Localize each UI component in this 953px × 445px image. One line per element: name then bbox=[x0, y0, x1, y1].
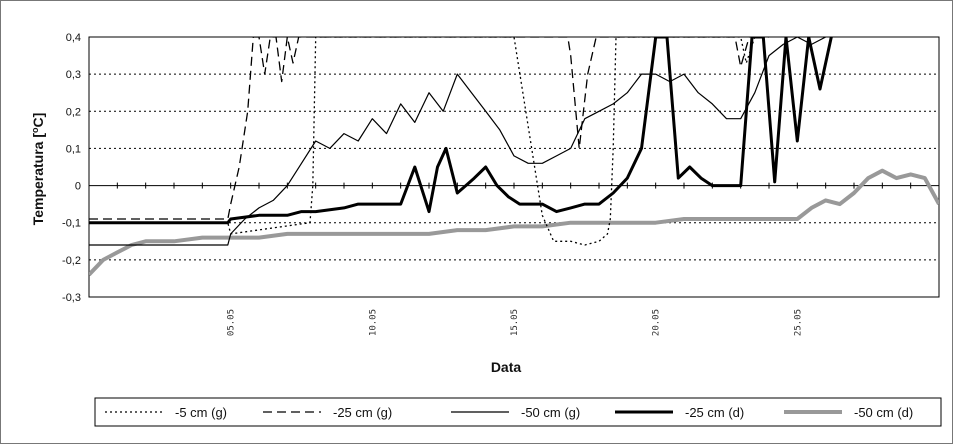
x-tick-label: 25.05 bbox=[793, 309, 803, 336]
y-tick-label: 0,1 bbox=[66, 143, 81, 155]
y-tick-label: 0,4 bbox=[66, 32, 81, 44]
series-line-25-cm-g bbox=[89, 37, 758, 220]
y-tick-label: -0,1 bbox=[62, 218, 81, 230]
legend-label: -25 cm (g) bbox=[333, 405, 392, 420]
y-axis-title: Temperatura [oC] bbox=[30, 113, 46, 226]
y-axis: 0,4 0,3 0,2 0,1 0 -0,1 -0,2 -0,3 bbox=[62, 32, 81, 304]
y-axis-title-unit: C] bbox=[30, 113, 46, 128]
x-tick-label: 15.05 bbox=[510, 309, 520, 336]
series-line-25-cm-d bbox=[89, 37, 833, 225]
series-line-50-cm-g bbox=[89, 37, 826, 246]
y-tick-label: 0,3 bbox=[66, 69, 81, 81]
legend: -5 cm (g) -25 cm (g) -50 cm (g) -25 cm (d) -… bbox=[105, 405, 913, 420]
x-tick-label: 20.05 bbox=[652, 309, 662, 336]
x-tick-label: 05.05 bbox=[227, 309, 237, 336]
x-axis: 05.05 10.05 15.05 20.05 25.05 bbox=[88, 182, 940, 336]
series-group bbox=[89, 37, 939, 277]
y-tick-label: -0,2 bbox=[62, 255, 81, 267]
x-tick-label: 10.05 bbox=[368, 309, 378, 336]
series-line-50-cm-d bbox=[89, 168, 939, 277]
y-axis-title-main: Temperatura [ bbox=[30, 133, 46, 226]
legend-label: -50 cm (d) bbox=[854, 405, 913, 420]
y-tick-label: 0,2 bbox=[66, 106, 81, 118]
series-line-5-cm-g bbox=[89, 37, 769, 246]
x-axis-title: Data bbox=[491, 359, 522, 375]
y-tick-label: -0,3 bbox=[62, 292, 81, 304]
legend-label: -5 cm (g) bbox=[175, 405, 227, 420]
legend-label: -25 cm (d) bbox=[685, 405, 744, 420]
legend-label: -50 cm (g) bbox=[521, 405, 580, 420]
grid-lines bbox=[89, 73, 939, 261]
y-tick-label: 0 bbox=[75, 181, 81, 193]
y-axis-title-superscript: o bbox=[30, 127, 40, 133]
plot-area bbox=[88, 36, 940, 298]
